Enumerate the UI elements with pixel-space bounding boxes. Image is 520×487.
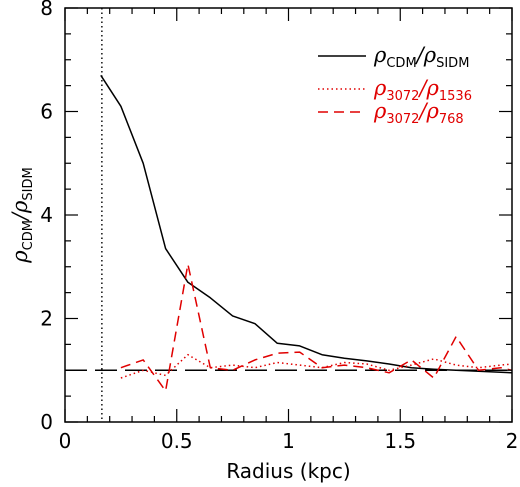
series-line-3 bbox=[120, 263, 513, 392]
legend-label: ρ3072/ρ768 bbox=[373, 99, 464, 127]
legend-label-part: 3072 bbox=[386, 89, 419, 104]
series-line-2 bbox=[120, 353, 513, 379]
legend-label-part: 3072 bbox=[386, 112, 419, 127]
legend-label-part: /ρ bbox=[417, 76, 439, 100]
y-tick-label: 8 bbox=[40, 0, 53, 20]
tick-labels: 0 0.5 1 1.5 2 0 2 4 6 8 bbox=[40, 0, 518, 453]
x-tick-label: 0.5 bbox=[161, 429, 193, 453]
x-tick-label: 1.5 bbox=[384, 429, 416, 453]
axis-ticks bbox=[64, 7, 513, 423]
x-tick-label: 0 bbox=[59, 429, 72, 453]
y-axis-title-rho: ρ bbox=[8, 250, 32, 264]
series-layer bbox=[100, 74, 513, 392]
x-tick-label: 1 bbox=[282, 429, 295, 453]
x-tick-label: 2 bbox=[506, 429, 519, 453]
legend-label-part: ρ bbox=[373, 99, 387, 123]
y-axis-title-sub2: SIDM bbox=[21, 167, 36, 200]
y-tick-label: 4 bbox=[40, 203, 53, 227]
legend-label-part: 1536 bbox=[439, 89, 472, 104]
x-axis-title: Radius (kpc) bbox=[226, 459, 350, 483]
series-line-1 bbox=[100, 74, 513, 374]
y-tick-label: 6 bbox=[40, 100, 53, 124]
y-axis-title-sep: /ρ bbox=[8, 200, 32, 222]
legend-label-part: SIDM bbox=[436, 56, 469, 71]
y-axis-title: ρCDM/ρSIDM bbox=[8, 167, 36, 263]
legend-label: ρ3072/ρ1536 bbox=[373, 76, 472, 104]
legend-label-part: 768 bbox=[439, 112, 464, 127]
legend-label: ρCDM/ρSIDM bbox=[373, 43, 469, 71]
y-axis-title-sub1: CDM bbox=[21, 220, 36, 250]
legend-label-part: CDM bbox=[386, 56, 416, 71]
y-tick-label: 0 bbox=[40, 410, 53, 434]
legend-label-part: ρ bbox=[373, 43, 387, 67]
legend-label-part: ρ bbox=[373, 76, 387, 100]
legend-label-part: /ρ bbox=[415, 43, 437, 67]
y-tick-label: 2 bbox=[40, 307, 53, 331]
legend-label-part: /ρ bbox=[417, 99, 439, 123]
